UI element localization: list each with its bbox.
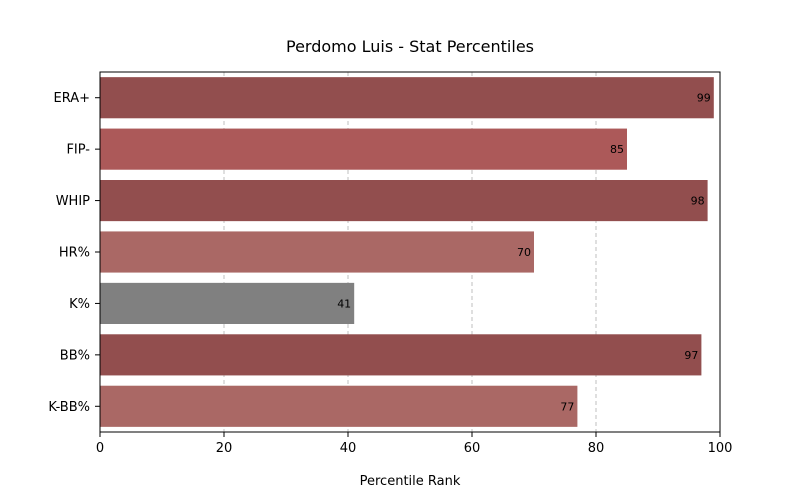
y-axis-ticks: ERA+ FIP- WHIP HR% K% BB% K-BB% — [48, 91, 100, 415]
bar-value-label: 41 — [337, 297, 351, 310]
x-tick-label: 80 — [588, 441, 605, 456]
bar-value-label: 85 — [610, 143, 624, 156]
bar-value-label: 99 — [697, 92, 711, 105]
x-tick-label: 0 — [96, 441, 104, 456]
x-tick-label: 40 — [340, 441, 357, 456]
chart-title: Perdomo Luis - Stat Percentiles — [286, 37, 534, 56]
y-tick-label: FIP- — [66, 143, 90, 158]
bar-value-label: 97 — [684, 349, 698, 362]
data-labels: 99 85 98 70 41 97 77 — [337, 92, 711, 414]
bar — [100, 128, 627, 170]
bar — [100, 180, 708, 222]
bar — [100, 77, 714, 119]
bar — [100, 385, 578, 427]
x-tick-label: 100 — [708, 441, 733, 456]
y-tick-label: WHIP — [56, 194, 90, 209]
bar — [100, 282, 355, 324]
bar-value-label: 70 — [517, 246, 531, 259]
bar-value-label: 98 — [691, 195, 705, 208]
y-tick-label: HR% — [59, 246, 90, 261]
bar-value-label: 77 — [560, 400, 574, 413]
x-axis-label: Percentile Rank — [360, 474, 461, 489]
bar — [100, 231, 534, 273]
x-axis-ticks: 0 20 40 60 80 100 — [96, 432, 733, 456]
bars — [100, 77, 714, 427]
x-tick-label: 60 — [464, 441, 481, 456]
x-tick-label: 20 — [216, 441, 233, 456]
bar — [100, 334, 702, 376]
y-tick-label: K% — [69, 297, 90, 312]
y-tick-label: K-BB% — [48, 400, 90, 415]
y-tick-label: BB% — [60, 348, 90, 363]
y-tick-label: ERA+ — [53, 91, 90, 106]
